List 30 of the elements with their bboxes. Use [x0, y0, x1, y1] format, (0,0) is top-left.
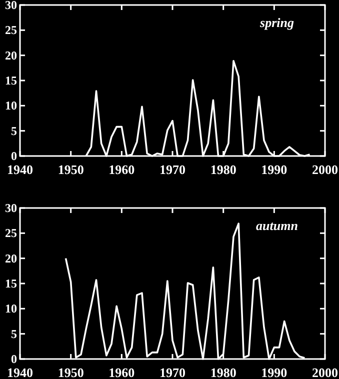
y-tick-label: 15	[5, 74, 17, 88]
y-tick-label: 20	[5, 251, 17, 266]
x-tick-label: 1940	[7, 365, 33, 379]
x-tick-label: 1990	[261, 162, 288, 177]
y-tick-label: 10	[5, 302, 17, 316]
y-tick-label: 0	[11, 149, 17, 163]
y-tick-label: 20	[5, 48, 17, 62]
x-tick-label: 1950	[58, 162, 84, 177]
y-tick-label: 15	[5, 276, 17, 290]
y-tick-label: 10	[5, 98, 17, 113]
x-tick-label: 1950	[58, 365, 84, 379]
y-tick-label: 25	[5, 226, 17, 240]
x-tick-label: 2000	[312, 365, 338, 379]
y-tick-label: 30	[5, 0, 17, 12]
annotation: spring	[259, 15, 294, 30]
x-tick-label: 2000	[312, 162, 338, 177]
y-tick-label: 0	[11, 352, 17, 366]
x-tick-label: 1940	[7, 162, 33, 177]
annotation: autumn	[256, 218, 298, 233]
y-tick-label: 5	[11, 124, 17, 138]
x-tick-label: 1990	[261, 365, 288, 379]
x-tick-label: 1970	[160, 365, 186, 379]
x-tick-label: 1960	[108, 365, 135, 379]
x-tick-label: 1980	[210, 162, 236, 177]
x-tick-label: 1980	[210, 365, 236, 379]
x-tick-label: 1970	[160, 162, 186, 177]
y-tick-label: 5	[11, 326, 17, 341]
y-tick-label: 25	[5, 23, 17, 38]
y-tick-label: 30	[5, 201, 17, 215]
x-tick-label: 1960	[108, 162, 135, 177]
